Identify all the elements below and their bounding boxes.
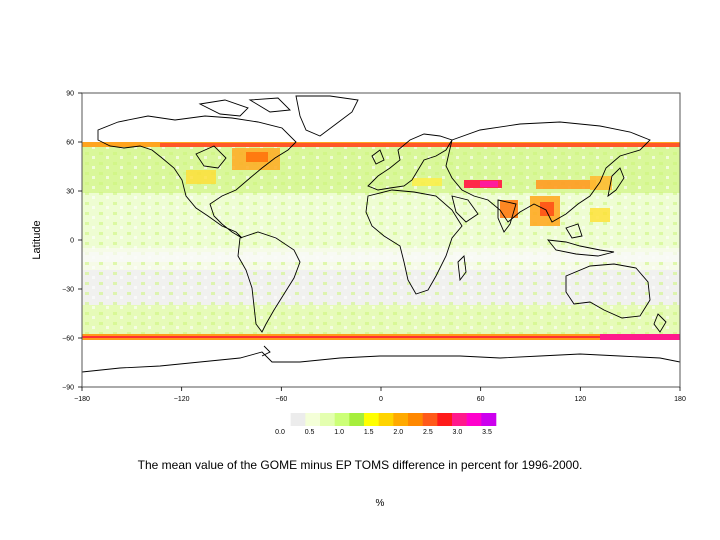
lat-tick-label: 60: [66, 140, 74, 147]
colorbar-units: %: [375, 498, 385, 509]
colorbar-swatch: [349, 413, 365, 426]
colorbar: 0.0 0.5 1.0 1.5 2.0 2.5 3.0 3.5: [275, 413, 497, 436]
colorbar-label: 2.5: [423, 429, 433, 436]
lon-tick-label: 180: [674, 396, 686, 403]
longitude-axis: −180 −120 −60 0 60 120 180: [74, 387, 686, 403]
colorbar-swatch: [408, 413, 423, 426]
colorbar-label: 0.0: [275, 429, 285, 436]
latitude-axis: 90 60 30 0 −30 −60 −90: [62, 91, 82, 392]
figure-caption: The mean value of the GOME minus EP TOMS…: [137, 458, 583, 472]
lat-tick-label: 90: [66, 91, 74, 98]
difference-field: [82, 93, 680, 387]
lon-tick-label: 60: [477, 396, 485, 403]
colorbar-label: 0.5: [305, 429, 315, 436]
colorbar-swatch: [422, 413, 438, 426]
colorbar-swatch: [320, 413, 335, 426]
lat-tick-label: 30: [66, 189, 74, 196]
lat-tick-label: 0: [70, 238, 74, 245]
colorbar-swatch: [466, 413, 482, 426]
lon-tick-label: −120: [174, 396, 190, 403]
colorbar-swatch: [305, 413, 321, 426]
colorbar-swatch: [276, 413, 291, 426]
colorbar-swatch: [364, 413, 379, 426]
lat-tick-label: −90: [62, 385, 74, 392]
colorbar-swatch: [334, 413, 350, 426]
lon-tick-label: 120: [574, 396, 586, 403]
colorbar-swatch: [452, 413, 467, 426]
colorbar-swatch: [393, 413, 409, 426]
colorbar-label: 1.5: [364, 429, 374, 436]
colorbar-label: 3.5: [482, 429, 492, 436]
lon-tick-label: −60: [275, 396, 287, 403]
lat-tick-label: −60: [62, 336, 74, 343]
colorbar-label: 2.0: [393, 429, 403, 436]
coastlines: [82, 95, 680, 373]
colorbar-label: 3.0: [453, 429, 463, 436]
lat-tick-label: −30: [62, 287, 74, 294]
lon-tick-label: −180: [74, 396, 90, 403]
colorbar-swatch: [290, 413, 306, 426]
colorbar-swatch: [378, 413, 394, 426]
colorbar-label: 1.0: [334, 429, 344, 436]
colorbar-swatch: [437, 413, 453, 426]
colorbar-swatch: [481, 413, 497, 426]
lon-tick-label: 0: [379, 396, 383, 403]
y-axis-title: Latitude: [31, 220, 43, 259]
